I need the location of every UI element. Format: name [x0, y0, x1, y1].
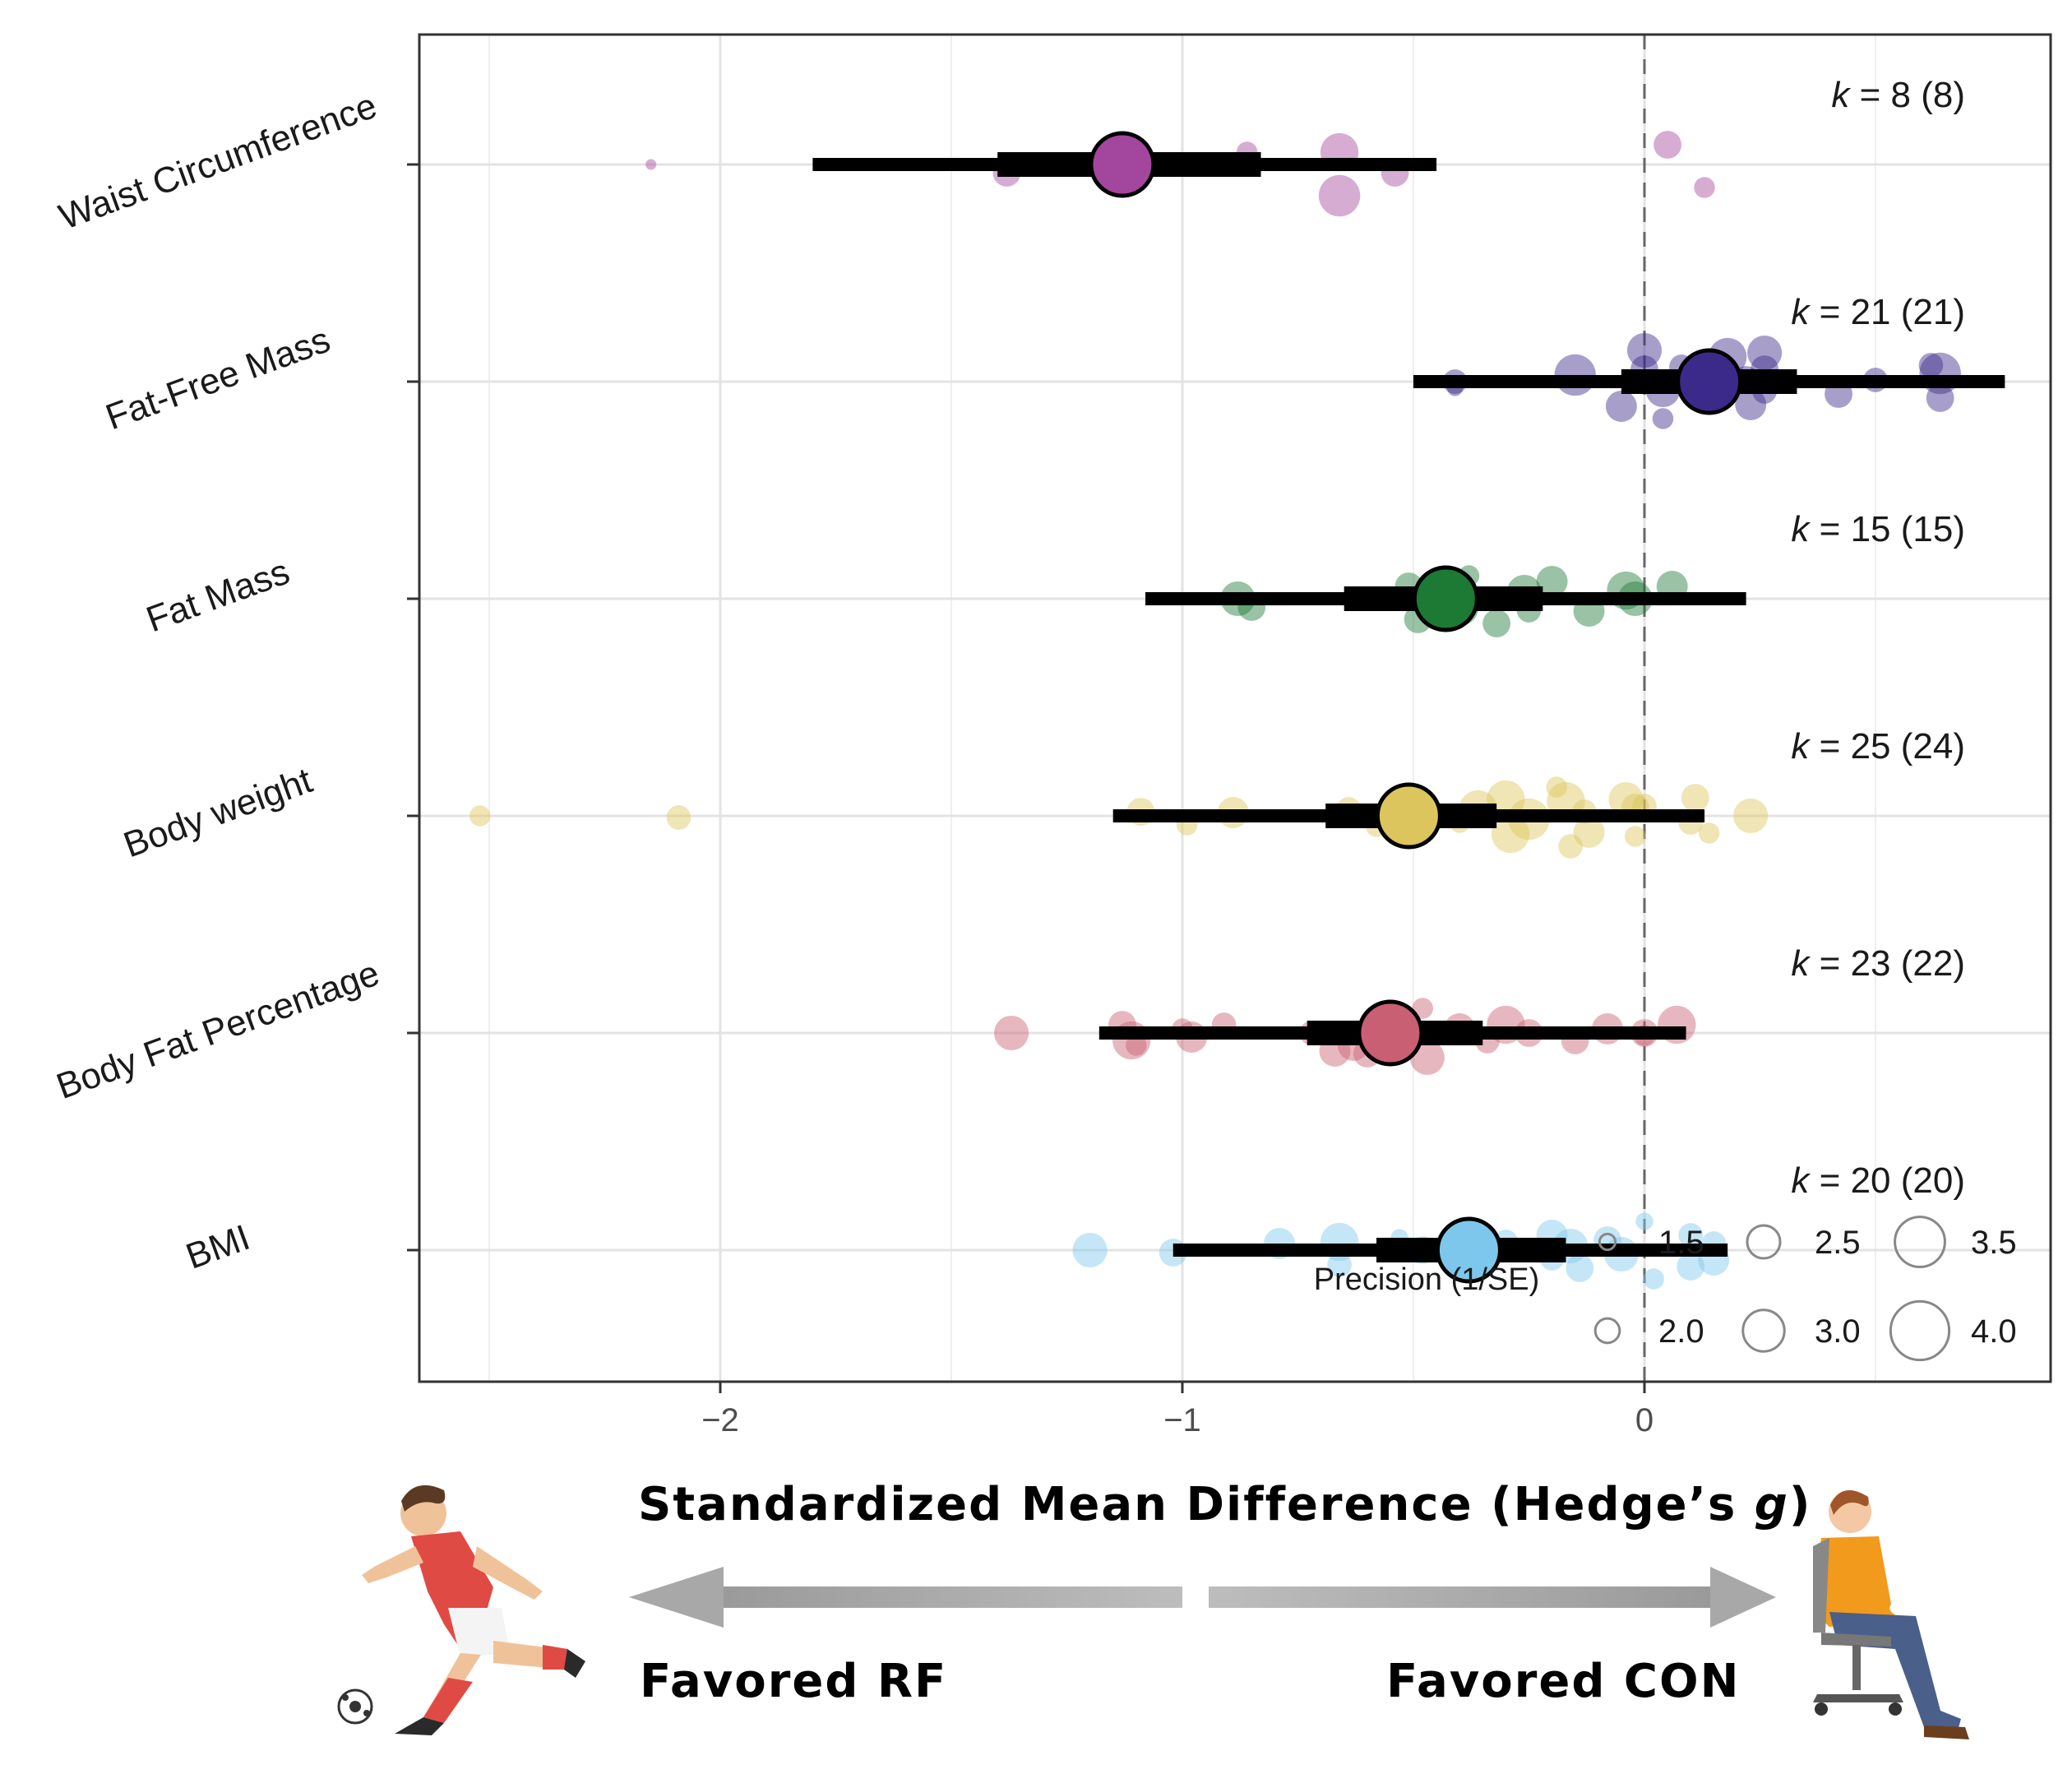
study-point-fat-free-mass	[1918, 353, 1944, 377]
x-axis-title-g: g	[1755, 1478, 1789, 1531]
study-point-waist-circumference	[1318, 174, 1361, 217]
study-point-bmi	[1643, 1268, 1664, 1290]
legend-key	[1741, 1308, 1786, 1353]
study-point-fat-mass	[1482, 609, 1511, 637]
study-point-fat-free-mass	[1605, 391, 1637, 422]
k-labels: k = 8 (8) k = 21 (21) k = 15 (15) k = 25 (2…	[1791, 75, 1965, 1201]
left-arrow	[629, 1567, 1182, 1628]
legend-title: Precision (1/SE)	[1314, 1262, 1540, 1297]
study-point-body-weight	[1681, 784, 1709, 812]
x-axis-ticks: −2 −1 0	[701, 1382, 1653, 1438]
legend-label: 4.0	[1971, 1313, 2017, 1350]
study-point-bmi	[1635, 1212, 1653, 1230]
study-point-body-weight	[1491, 814, 1530, 854]
study-point-bmi	[1677, 1253, 1705, 1281]
study-point-bmi	[1327, 1253, 1352, 1277]
pooled-estimate-body-weight	[1375, 782, 1442, 850]
plot-panel-border	[418, 33, 2052, 1383]
category-label-fat-mass: Fat Mass	[141, 551, 295, 640]
study-point-body-fat-percentage	[1412, 998, 1433, 1019]
favored-con-label: Favored CON	[1386, 1655, 1741, 1708]
x-tick-label: −1	[1163, 1402, 1201, 1438]
study-point-body-weight	[469, 805, 491, 827]
plot-panel	[419, 35, 2051, 1382]
pooled-estimate-waist-circumference	[1089, 131, 1156, 198]
study-point-body-weight	[1573, 817, 1605, 848]
k-label-bmi: k = 20 (20)	[1791, 1160, 1965, 1201]
seated-man-illustration	[1813, 1490, 1969, 1739]
k-label-body-weight: k = 25 (24)	[1791, 726, 1965, 767]
study-point-waist-circumference	[1694, 177, 1715, 198]
legend-label: 1.5	[1658, 1225, 1704, 1261]
study-point-waist-circumference	[1653, 131, 1681, 159]
x-tick-label: 0	[1635, 1402, 1653, 1438]
category-label-body-fat-percentage: Body Fat Percentage	[51, 953, 384, 1107]
pooled-estimates	[1089, 131, 1743, 1284]
soccer-player-illustration	[337, 1485, 585, 1735]
study-point-fat-mass	[1536, 566, 1568, 597]
study-point-fat-free-mass	[1652, 408, 1674, 429]
legend-key	[1598, 1232, 1617, 1252]
study-point-waist-circumference	[645, 159, 657, 170]
study-point-body-fat-percentage	[1126, 1035, 1147, 1056]
study-point-body-weight	[1558, 834, 1583, 859]
right-arrow	[1209, 1567, 1776, 1628]
category-label-waist-circumference: Waist Circumference	[54, 86, 382, 238]
study-point-body-weight	[666, 805, 691, 830]
study-point-body-weight	[1698, 822, 1720, 844]
pooled-estimate-fat-free-mass	[1676, 348, 1743, 415]
x-axis-title: Standardized Mean Difference (Hedge’s g)	[638, 1478, 1811, 1531]
study-point-bmi	[1678, 1223, 1704, 1248]
study-point-body-weight	[1608, 781, 1644, 818]
category-labels: Waist Circumference Fat-Free Mass Fat Mass…	[51, 86, 419, 1277]
study-point-fat-free-mass	[1747, 335, 1783, 371]
study-point-body-weight	[1733, 798, 1769, 834]
legend-key	[1593, 1317, 1621, 1345]
legend-key	[1889, 1299, 1951, 1362]
k-label-fat-free-mass: k = 21 (21)	[1791, 292, 1965, 332]
study-point-body-weight	[1625, 826, 1646, 847]
legend-label: 2.0	[1658, 1313, 1704, 1350]
study-point-bmi	[1566, 1254, 1594, 1282]
legend-label: 3.5	[1971, 1225, 2017, 1261]
legend-label: 2.5	[1815, 1225, 1861, 1261]
category-label-bmi: BMI	[181, 1217, 255, 1277]
pooled-estimate-fat-mass	[1412, 565, 1479, 632]
x-axis-title-close: )	[1789, 1478, 1812, 1531]
precision-legend: Precision (1/SE) 1.5 2.0 2.5 3.0 3.5 4.0	[1314, 1216, 2017, 1362]
k-label-body-fat-percentage: k = 23 (22)	[1791, 943, 1965, 984]
study-point-body-weight	[1546, 776, 1567, 798]
study-point-fat-free-mass	[1626, 332, 1663, 368]
category-label-fat-free-mass: Fat-Free Mass	[100, 319, 335, 438]
pooled-estimate-body-fat-percentage	[1357, 999, 1424, 1067]
study-point-body-fat-percentage	[994, 1015, 1029, 1051]
legend-key	[1894, 1216, 1946, 1268]
k-label-waist-circumference: k = 8 (8)	[1831, 75, 1965, 115]
study-point-fat-free-mass	[1926, 384, 1954, 412]
favored-rf-label: Favored RF	[640, 1655, 947, 1708]
legend-key	[1746, 1224, 1782, 1260]
pooled-estimate-bmi	[1435, 1216, 1502, 1284]
study-point-bmi	[1072, 1232, 1108, 1268]
x-axis-title-main: Standardized Mean Difference (Hedge’s	[638, 1478, 1755, 1531]
study-point-fat-free-mass	[1735, 389, 1767, 420]
x-tick-label: −2	[701, 1402, 739, 1438]
k-label-fat-mass: k = 15 (15)	[1791, 509, 1965, 549]
category-label-body-weight: Body weight	[118, 760, 317, 865]
legend-label: 3.0	[1815, 1313, 1861, 1350]
